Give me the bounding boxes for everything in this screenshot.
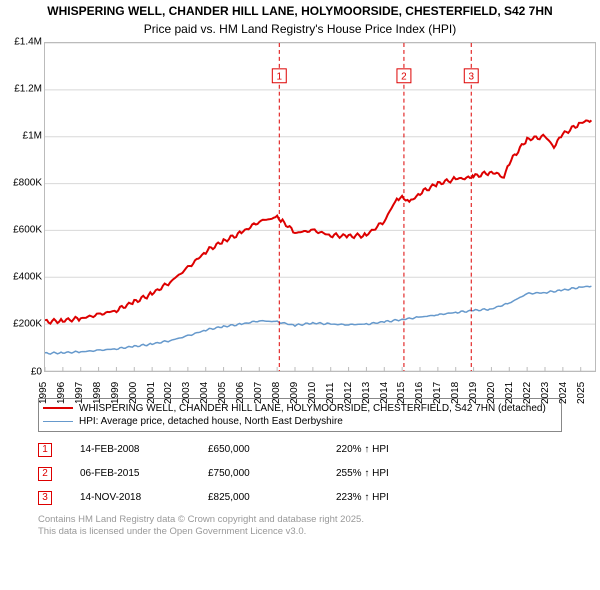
x-tick-label: 2023 — [540, 381, 551, 403]
x-tick-label: 2017 — [432, 381, 443, 403]
x-tick-label: 2014 — [379, 381, 390, 403]
x-tick-label: 2022 — [522, 381, 533, 403]
x-tick-label: 2006 — [235, 381, 246, 403]
legend-swatch — [43, 407, 73, 409]
x-tick-label: 2000 — [128, 381, 139, 403]
event-row: 1 14-FEB-2008 £650,000 220% ↑ HPI — [38, 438, 562, 462]
attribution: Contains HM Land Registry data © Crown c… — [38, 514, 562, 539]
x-tick-label: 2005 — [217, 381, 228, 403]
x-tick-label: 2011 — [325, 382, 336, 404]
x-tick-label: 2019 — [468, 381, 479, 403]
series-line — [45, 286, 591, 354]
x-tick-label: 2021 — [504, 381, 515, 403]
event-price: £750,000 — [208, 468, 308, 479]
event-price: £650,000 — [208, 444, 308, 455]
event-row: 2 06-FEB-2015 £750,000 255% ↑ HPI — [38, 462, 562, 486]
y-axis-labels: £0£200K£400K£600K£800K£1M£1.2M£1.4M — [4, 42, 44, 392]
x-tick-label: 2012 — [343, 381, 354, 403]
x-tick-label: 2002 — [163, 381, 174, 403]
x-tick-label: 2018 — [450, 381, 461, 403]
legend-label: HPI: Average price, detached house, Nort… — [79, 416, 557, 427]
x-tick-label: 1998 — [92, 381, 103, 403]
event-marker-number: 2 — [401, 71, 407, 82]
y-tick-label: £800K — [13, 178, 42, 189]
x-tick-label: 2008 — [271, 381, 282, 403]
x-tick-label: 2020 — [486, 381, 497, 403]
y-tick-label: £1.2M — [14, 83, 42, 94]
x-axis-labels: 1995199619971998199920002001200220032004… — [44, 372, 596, 392]
x-tick-label: 2004 — [199, 381, 210, 403]
x-tick-label: 2024 — [558, 381, 569, 403]
chart-container: WHISPERING WELL, CHANDER HILL LANE, HOLY… — [0, 0, 600, 590]
plot-svg: 1 2 3 — [45, 43, 595, 371]
y-tick-label: £400K — [13, 272, 42, 283]
event-date: 06-FEB-2015 — [80, 468, 180, 479]
x-tick-label: 2025 — [576, 381, 587, 403]
event-marker-number: 3 — [468, 71, 474, 82]
attribution-line2: This data is licensed under the Open Gov… — [38, 526, 562, 538]
plot-area: £0£200K£400K£600K£800K£1M£1.2M£1.4M 123 … — [4, 42, 596, 392]
chart-title-line2: Price paid vs. HM Land Registry's House … — [4, 22, 596, 36]
event-date: 14-FEB-2008 — [80, 444, 180, 455]
chart-title-line1: WHISPERING WELL, CHANDER HILL LANE, HOLY… — [4, 4, 596, 20]
x-tick-label: 1996 — [56, 381, 67, 403]
y-tick-label: £600K — [13, 225, 42, 236]
event-row: 3 14-NOV-2018 £825,000 223% ↑ HPI — [38, 486, 562, 510]
event-marker: 1 — [38, 443, 52, 457]
events-table: 1 14-FEB-2008 £650,000 220% ↑ HPI 2 06-FEB-20… — [38, 438, 562, 510]
y-tick-label: £200K — [13, 319, 42, 330]
x-tick-label: 2007 — [253, 381, 264, 403]
legend-row: HPI: Average price, detached house, Nort… — [43, 415, 557, 428]
x-tick-label: 2016 — [414, 381, 425, 403]
x-tick-label: 2010 — [307, 381, 318, 403]
x-tick-label: 2001 — [146, 381, 157, 403]
x-tick-label: 2003 — [181, 381, 192, 403]
legend-label: WHISPERING WELL, CHANDER HILL LANE, HOLY… — [79, 403, 557, 414]
event-marker-number: 1 — [277, 71, 283, 82]
x-tick-label: 1995 — [38, 381, 49, 403]
event-date: 14-NOV-2018 — [80, 492, 180, 503]
x-tick-label: 2013 — [361, 381, 372, 403]
attribution-line1: Contains HM Land Registry data © Crown c… — [38, 514, 562, 526]
y-tick-label: £1.4M — [14, 36, 42, 47]
event-price: £825,000 — [208, 492, 308, 503]
plot: 1 2 3 — [44, 42, 596, 372]
x-tick-label: 1997 — [74, 381, 85, 403]
x-tick-label: 2009 — [289, 381, 300, 403]
x-tick-label: 2015 — [396, 381, 407, 403]
y-tick-label: £0 — [31, 366, 42, 377]
event-marker: 2 — [38, 467, 52, 481]
legend-swatch — [43, 421, 73, 422]
event-delta: 220% ↑ HPI — [336, 444, 389, 455]
y-tick-label: £1M — [23, 130, 42, 141]
event-delta: 255% ↑ HPI — [336, 468, 389, 479]
x-tick-label: 1999 — [110, 381, 121, 403]
event-marker: 3 — [38, 491, 52, 505]
series-line — [45, 120, 591, 323]
event-delta: 223% ↑ HPI — [336, 492, 389, 503]
